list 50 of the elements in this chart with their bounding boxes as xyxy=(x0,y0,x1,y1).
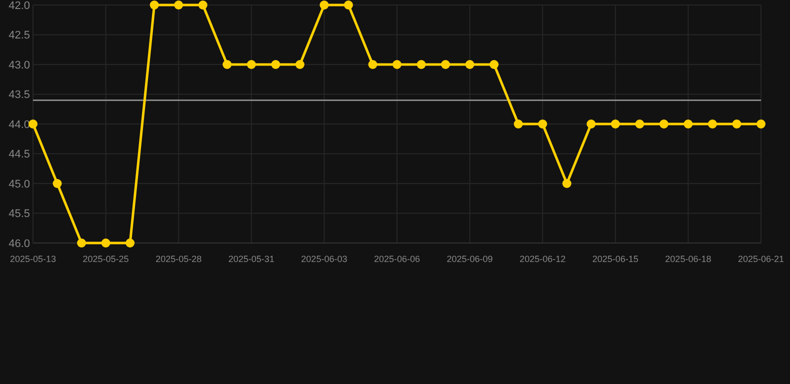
point xyxy=(586,120,596,128)
x-tick-label: 2025-06-21 xyxy=(738,254,784,264)
point xyxy=(344,0,353,10)
point xyxy=(52,179,62,188)
x-tick-label: 2025-06-06 xyxy=(374,254,420,264)
x-tick-label: 2025-06-12 xyxy=(520,254,566,264)
y-tick-label: 44.0 xyxy=(8,118,30,131)
x-tick-label: 2025-06-18 xyxy=(665,254,712,264)
point xyxy=(271,60,280,69)
point xyxy=(562,179,572,188)
point xyxy=(538,120,548,128)
y-tick-label: 45.5 xyxy=(8,208,30,220)
x-tick-label: 2025-05-25 xyxy=(82,254,129,264)
x-tick-label: 2025-06-09 xyxy=(446,254,493,264)
point xyxy=(441,60,450,69)
y-tick-label: 45.0 xyxy=(8,178,30,190)
x-tick-label: 2025-06-03 xyxy=(301,254,348,264)
point xyxy=(708,120,717,128)
y-tick-label: 44.5 xyxy=(8,148,30,161)
point xyxy=(610,120,620,128)
x-tick-label: 2025-05-13 xyxy=(10,254,56,264)
point xyxy=(77,238,86,248)
point xyxy=(659,120,668,128)
x-tick-label: 2025-06-15 xyxy=(592,254,638,264)
point xyxy=(490,60,499,69)
point xyxy=(295,60,304,69)
point xyxy=(732,120,742,128)
point xyxy=(101,238,110,248)
point xyxy=(222,60,232,69)
y-tick-label: 43.5 xyxy=(8,89,30,102)
point xyxy=(368,60,378,69)
point xyxy=(246,60,256,69)
point xyxy=(514,120,523,128)
point xyxy=(320,0,329,10)
point xyxy=(392,60,402,69)
point xyxy=(174,0,184,10)
point xyxy=(684,120,693,128)
point xyxy=(126,238,135,248)
point xyxy=(198,0,208,10)
y-tick-label: 42.0 xyxy=(8,0,30,12)
point xyxy=(465,60,474,69)
point xyxy=(635,120,644,128)
y-tick-label: 43.0 xyxy=(8,59,30,72)
x-tick-label: 2025-05-28 xyxy=(156,254,202,264)
point xyxy=(416,60,426,69)
x-tick-label: 2025-05-31 xyxy=(228,254,274,264)
point xyxy=(756,120,766,128)
point xyxy=(150,0,159,10)
y-tick-label: 42.5 xyxy=(8,30,30,42)
y-tick-label: 46.0 xyxy=(8,238,30,250)
